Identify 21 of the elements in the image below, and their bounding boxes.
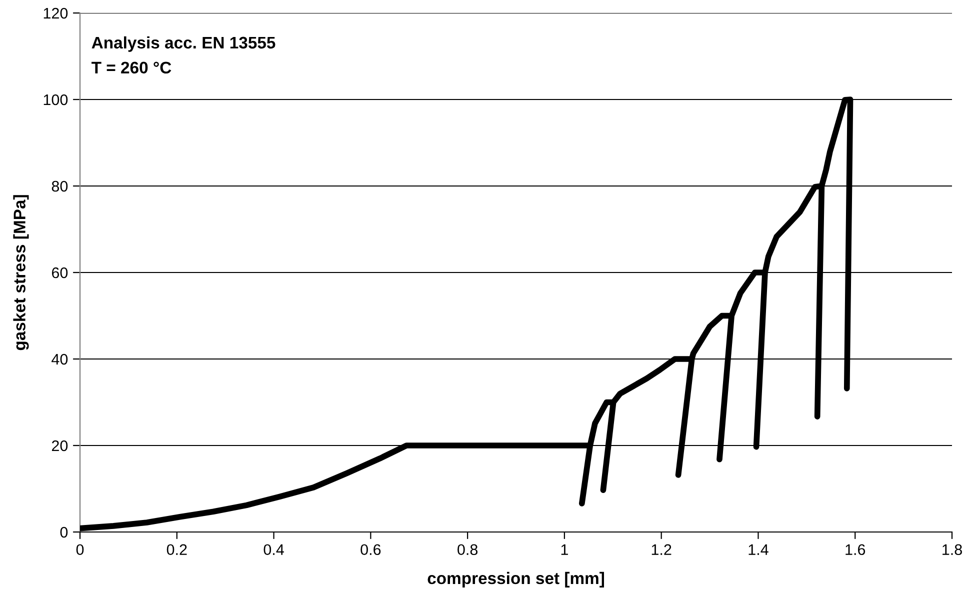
y-tick-label: 80 [52,180,68,192]
y-tick-label: 60 [52,267,68,278]
x-tick-label: 1.2 [652,544,672,555]
annotation: T = 260 °C [92,62,172,74]
x-tick-label: 1 [561,544,568,555]
x-tick-label: 0.6 [360,544,381,556]
y-tick-label: 0 [60,526,68,538]
y-tick-label: 40 [52,354,68,365]
x-tick-label: 0.4 [264,544,284,556]
y-tick-label: 100 [44,94,68,106]
x-tick-label: 0.8 [458,544,478,556]
x-tick-label: 1.8 [942,544,962,556]
x-tick-label: 1.4 [748,544,768,555]
x-tick-label: 0.2 [166,544,187,556]
x-tick-label: 0 [76,544,84,556]
y-tick-label: 120 [44,8,68,19]
annotation: Analysis acc. EN 13555 [92,36,276,52]
x-tick-label: 1.6 [846,544,866,556]
y-tick-label: 20 [52,440,68,452]
y-axis-title: gasket stress [MPa] [13,195,29,350]
x-axis-title: compression set [mm] [428,572,604,588]
